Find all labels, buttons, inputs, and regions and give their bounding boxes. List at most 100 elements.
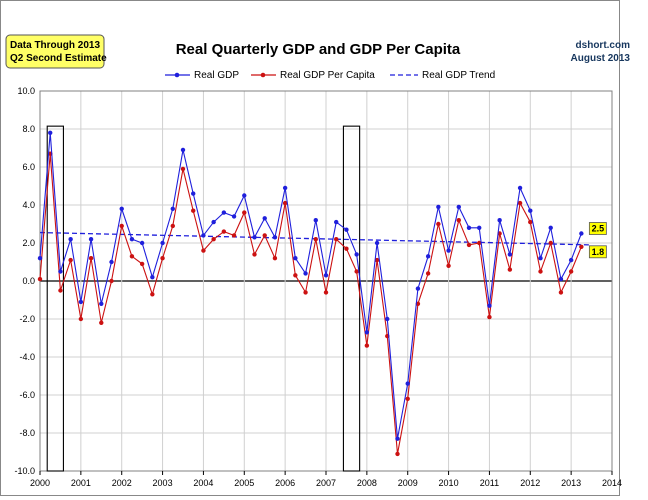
real-gdp-per-capita-point — [201, 248, 206, 253]
x-tick-label: 2014 — [602, 478, 622, 488]
real-gdp-per-capita-point — [37, 276, 43, 282]
real-gdp-per-capita-point — [129, 254, 135, 259]
real-gdp-point — [211, 219, 216, 225]
real-gdp-per-capita-point — [517, 200, 523, 206]
real-gdp-per-capita-point — [180, 166, 186, 172]
y-tick-label: 8.0 — [22, 124, 35, 134]
y-tick-label: -4.0 — [19, 352, 35, 362]
real-gdp-point — [109, 259, 114, 265]
real-gdp-point — [548, 225, 553, 230]
series-real-gdp-per-capita — [37, 151, 584, 457]
real-gdp-per-capita-point — [68, 257, 73, 263]
real-gdp-point — [272, 235, 278, 240]
data-note-box: Data Through 2013 Q2 Second Estimate — [5, 34, 107, 69]
real-gdp-per-capita-point — [231, 233, 237, 238]
x-tick-label: 2008 — [357, 478, 377, 488]
x-tick-label: 2006 — [275, 478, 295, 488]
real-gdp-point — [160, 240, 165, 246]
x-tick-label: 2009 — [398, 478, 418, 488]
x-tick-label: 2000 — [30, 478, 50, 488]
real-gdp-per-capita-point — [170, 223, 175, 229]
x-tick-label: 2004 — [193, 478, 213, 488]
real-gdp-per-capita-point — [334, 237, 339, 242]
y-tick-label: 10.0 — [17, 86, 35, 96]
real-gdp-per-capita-point — [456, 218, 461, 223]
real-gdp-per-capita-point — [252, 252, 257, 257]
real-gdp-point — [293, 256, 298, 261]
real-gdp-per-capita-point — [58, 288, 63, 293]
real-gdp-point — [170, 206, 175, 211]
legend-gdp-label: Real GDP — [194, 70, 239, 81]
real-gdp-point — [78, 299, 84, 305]
real-gdp-point — [497, 218, 502, 223]
y-tick-label: -8.0 — [19, 428, 35, 438]
chart-title: Real Quarterly GDP and GDP Per Capita — [176, 41, 461, 58]
real-gdp-point — [282, 185, 288, 191]
gdp-per-capita-end-label-bg — [588, 245, 607, 259]
real-gdp-per-capita-point — [282, 200, 288, 206]
real-gdp-point — [466, 225, 472, 230]
real-gdp-point — [405, 381, 410, 386]
real-gdp-per-capita-point — [293, 273, 298, 278]
real-gdp-point — [487, 303, 492, 308]
real-gdp-point — [323, 273, 329, 278]
real-gdp-point — [436, 204, 441, 210]
source-line-2: August 2013 — [571, 53, 631, 64]
real-gdp-point — [334, 219, 339, 225]
series-layer — [37, 130, 592, 457]
real-gdp-per-capita-point — [395, 451, 400, 457]
real-gdp-point — [37, 256, 43, 261]
real-gdp-per-capita-point — [405, 396, 410, 401]
real-gdp-point — [528, 208, 533, 213]
real-gdp-per-capita-line — [39, 153, 582, 455]
recession-boxes — [46, 125, 361, 472]
y-tick-label: 6.0 — [22, 162, 35, 172]
real-gdp-point — [415, 286, 421, 291]
real-gdp-per-capita-point — [374, 257, 380, 263]
real-gdp-per-capita-point — [160, 256, 165, 261]
y-axis: 10.0 8.0 6.0 4.0 2.0 0.0 -2.0 -4.0 -6.0 -8.0 -10.0 — [14, 86, 35, 476]
real-gdp-per-capita-point — [558, 290, 564, 295]
x-tick-label: 2005 — [234, 478, 254, 488]
real-gdp-point — [262, 216, 267, 221]
real-gdp-point — [242, 193, 247, 198]
x-tick-label: 2001 — [71, 478, 91, 488]
real-gdp-point — [231, 214, 237, 219]
real-gdp-point — [507, 252, 513, 257]
real-gdp-per-capita-point — [436, 221, 441, 227]
real-gdp-per-capita-point — [150, 292, 155, 297]
real-gdp-point — [150, 275, 155, 280]
real-gdp-per-capita-point — [78, 316, 84, 322]
real-gdp-per-capita-point — [303, 290, 308, 295]
real-gdp-point — [99, 301, 104, 306]
real-gdp-point — [58, 269, 63, 274]
real-gdp-point — [129, 237, 135, 242]
real-gdp-point — [568, 257, 574, 263]
real-gdp-per-capita-point — [538, 269, 543, 274]
real-gdp-point — [48, 130, 53, 135]
real-gdp-per-capita-point — [109, 278, 114, 284]
note-line-2: Q2 Second Estimate — [10, 53, 107, 64]
real-gdp-point — [374, 240, 380, 246]
real-gdp-per-capita-point — [119, 223, 124, 229]
real-gdp-per-capita-point — [425, 271, 431, 276]
real-gdp-per-capita-point — [313, 237, 318, 242]
source-line-1: dshort.com — [576, 40, 631, 51]
y-tick-label: 4.0 — [22, 200, 35, 210]
y-tick-label: 2.0 — [22, 238, 35, 248]
real-gdp-per-capita-point — [323, 290, 329, 295]
grid — [39, 90, 613, 472]
legend-trend-label: Real GDP Trend — [422, 70, 495, 81]
real-gdp-point — [180, 147, 186, 153]
recession-box — [46, 125, 64, 472]
real-gdp-per-capita-point — [354, 269, 359, 274]
real-gdp-point — [119, 206, 124, 211]
real-gdp-per-capita-point — [262, 233, 267, 238]
real-gdp-point — [221, 210, 227, 215]
real-gdp-per-capita-point — [221, 229, 227, 234]
real-gdp-point — [313, 218, 318, 223]
real-gdp-per-capita-point — [579, 244, 584, 249]
real-gdp-point — [456, 204, 461, 210]
x-tick-label: 2011 — [480, 478, 499, 488]
real-gdp-per-capita-point — [272, 256, 278, 261]
